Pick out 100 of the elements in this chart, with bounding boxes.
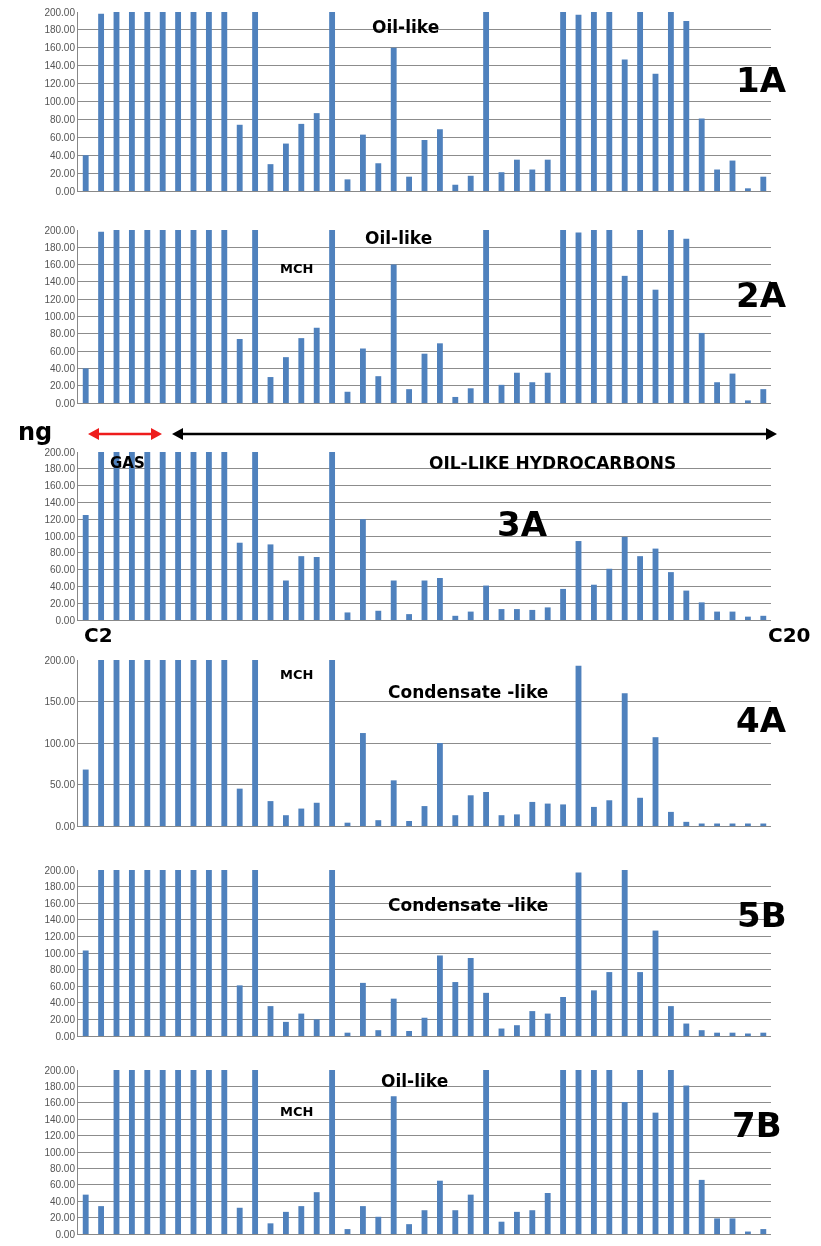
bar bbox=[175, 1070, 182, 1234]
bar bbox=[236, 338, 243, 403]
bar bbox=[590, 1070, 597, 1234]
bar bbox=[637, 797, 644, 826]
bar bbox=[621, 693, 628, 826]
bar bbox=[313, 1192, 320, 1234]
bar bbox=[329, 12, 336, 191]
annotation: Oil-like bbox=[372, 17, 440, 37]
bar bbox=[744, 188, 751, 191]
bar bbox=[375, 820, 382, 826]
y-tick-label: 140.00 bbox=[44, 1113, 76, 1125]
y-tick-label: 20.00 bbox=[49, 597, 76, 609]
text: C2 bbox=[84, 623, 113, 647]
bar bbox=[98, 452, 105, 620]
bar bbox=[452, 396, 459, 403]
y-tick-label: 160.00 bbox=[44, 480, 76, 492]
bar bbox=[544, 159, 551, 191]
annotation: Condensate -like bbox=[388, 682, 549, 702]
bar bbox=[590, 230, 597, 403]
bar bbox=[236, 985, 243, 1036]
bar bbox=[590, 990, 597, 1036]
bar bbox=[621, 870, 628, 1036]
y-tick-label: 0.00 bbox=[55, 397, 76, 409]
y-tick-label: 180.00 bbox=[44, 24, 76, 36]
bar bbox=[483, 585, 490, 620]
bar bbox=[390, 998, 397, 1036]
y-tick-label: 180.00 bbox=[44, 463, 76, 475]
bar bbox=[298, 808, 305, 826]
text: C20 bbox=[768, 623, 811, 647]
bar bbox=[606, 800, 613, 826]
bar bbox=[698, 602, 705, 620]
bar bbox=[82, 515, 89, 620]
bar bbox=[637, 556, 644, 620]
bar bbox=[529, 382, 536, 403]
bar bbox=[406, 1031, 413, 1036]
bar bbox=[252, 230, 259, 403]
bar bbox=[375, 376, 382, 403]
bar bbox=[159, 660, 166, 826]
bar bbox=[236, 788, 243, 826]
bar bbox=[406, 614, 413, 620]
bar bbox=[359, 733, 366, 826]
y-tick-label: 120.00 bbox=[44, 293, 76, 305]
bar bbox=[205, 1070, 212, 1234]
bar bbox=[159, 230, 166, 403]
bar bbox=[329, 452, 336, 620]
y-tick-label: 60.00 bbox=[49, 1179, 76, 1191]
annotation: 3A bbox=[497, 504, 548, 544]
y-tick-label: 180.00 bbox=[44, 1080, 76, 1092]
annotation: OIL-LIKE HYDROCARBONS bbox=[429, 453, 677, 473]
bar bbox=[467, 1194, 474, 1234]
bar bbox=[144, 870, 151, 1036]
bar bbox=[144, 230, 151, 403]
bar bbox=[513, 1211, 520, 1234]
bar bbox=[298, 1013, 305, 1036]
bar bbox=[667, 811, 674, 826]
bar bbox=[359, 348, 366, 403]
y-tick-label: 20.00 bbox=[49, 1212, 76, 1224]
bar bbox=[621, 536, 628, 620]
bar bbox=[606, 230, 613, 403]
bar bbox=[144, 12, 151, 191]
bar bbox=[175, 660, 182, 826]
bar bbox=[483, 992, 490, 1036]
y-tick-label: 120.00 bbox=[44, 78, 76, 90]
bar bbox=[252, 870, 259, 1036]
bar bbox=[390, 47, 397, 191]
bar bbox=[144, 660, 151, 826]
y-tick-label: 50.00 bbox=[49, 779, 76, 790]
y-tick-label: 160.00 bbox=[44, 1097, 76, 1109]
bar bbox=[714, 169, 721, 191]
bar bbox=[436, 955, 443, 1036]
bar bbox=[390, 580, 397, 620]
y-tick-label: 20.00 bbox=[49, 1013, 76, 1025]
bar bbox=[82, 1194, 89, 1234]
y-tick-label: 80.00 bbox=[49, 113, 76, 125]
bar bbox=[359, 519, 366, 620]
bar bbox=[205, 660, 212, 826]
y-tick-label: 40.00 bbox=[49, 580, 76, 592]
bar bbox=[406, 176, 413, 191]
bar bbox=[714, 1032, 721, 1036]
annotation: MCH bbox=[280, 1104, 314, 1119]
bar bbox=[544, 803, 551, 826]
bar bbox=[560, 996, 567, 1036]
bar bbox=[513, 372, 520, 403]
bar bbox=[436, 343, 443, 403]
bar bbox=[637, 972, 644, 1036]
bar bbox=[282, 1021, 289, 1036]
bar bbox=[298, 123, 305, 191]
bar bbox=[467, 388, 474, 403]
bar bbox=[98, 1206, 105, 1234]
bar bbox=[313, 1019, 320, 1036]
bar bbox=[529, 169, 536, 191]
bar bbox=[329, 230, 336, 403]
y-tick-label: 60.00 bbox=[49, 564, 76, 576]
y-tick-label: 40.00 bbox=[49, 362, 76, 374]
bar bbox=[82, 155, 89, 191]
bar bbox=[236, 542, 243, 620]
bar bbox=[406, 821, 413, 826]
bar bbox=[529, 1011, 536, 1036]
bar bbox=[144, 452, 151, 620]
bar bbox=[329, 870, 336, 1036]
